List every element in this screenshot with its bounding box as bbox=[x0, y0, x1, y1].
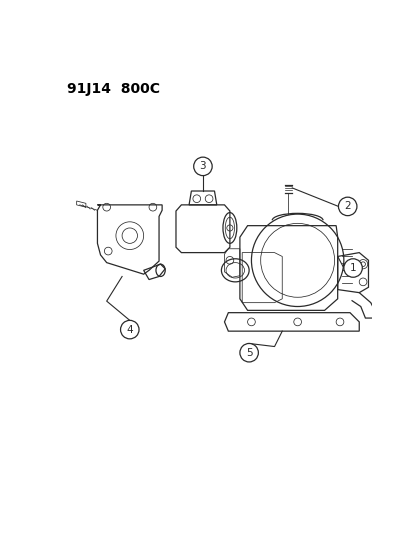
Circle shape bbox=[239, 343, 258, 362]
Circle shape bbox=[343, 259, 361, 277]
Text: 4: 4 bbox=[126, 325, 133, 335]
Text: 5: 5 bbox=[245, 348, 252, 358]
Text: 3: 3 bbox=[199, 161, 206, 172]
Circle shape bbox=[338, 197, 356, 216]
Circle shape bbox=[193, 157, 212, 175]
Circle shape bbox=[120, 320, 139, 339]
Text: 91J14  800C: 91J14 800C bbox=[66, 82, 159, 95]
Text: 2: 2 bbox=[344, 201, 350, 212]
Text: 1: 1 bbox=[349, 263, 356, 273]
